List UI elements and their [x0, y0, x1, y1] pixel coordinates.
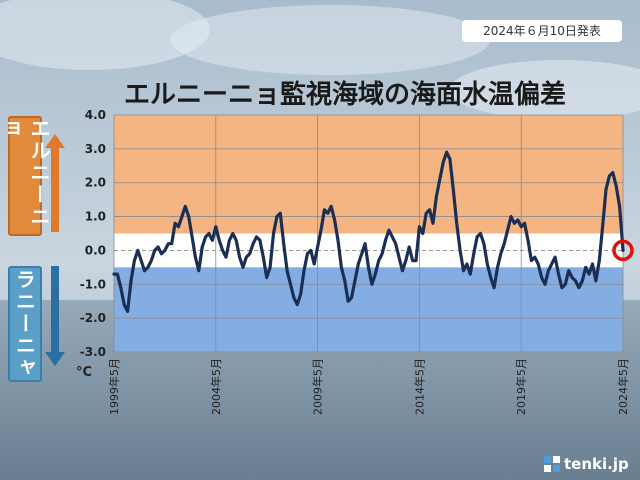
zone-arrows — [45, 134, 65, 366]
la-nina-zone — [114, 267, 623, 352]
el-nino-zone — [114, 115, 623, 234]
x-tick-label: 1999年5月 — [107, 358, 121, 415]
x-tick-label: 2024年5月 — [616, 358, 630, 415]
grid-lines — [113, 114, 624, 353]
tenki-logo[interactable]: tenki.jp — [544, 455, 629, 473]
sst-anomaly-line — [112, 150, 625, 313]
y-axis-unit: °C — [76, 365, 93, 380]
x-tick-label: 2004年5月 — [209, 358, 223, 415]
y-tick-label: 2.0 — [85, 176, 106, 190]
chart-title: エルニーニョ監視海域の海面水温偏差 — [124, 80, 567, 110]
latest-value-marker — [612, 239, 634, 262]
y-tick-label: 4.0 — [85, 108, 106, 122]
tenki-logo-text: tenki.jp — [564, 455, 629, 473]
el-nino-arrow — [45, 134, 65, 232]
tenki-logo-icon — [544, 456, 560, 472]
y-tick-label: -1.0 — [80, 277, 106, 291]
el-nino-label: エルニーニョ — [0, 116, 51, 236]
publish-date-badge: 2024年６月10日発表 — [462, 20, 622, 42]
y-tick-label: -3.0 — [80, 345, 106, 359]
y-tick-labels: 4.0 3.0 2.0 1.0 0.0 -1.0 -2.0 -3.0 — [80, 108, 106, 359]
y-tick-label: 1.0 — [85, 210, 106, 224]
x-tick-label: 2009年5月 — [311, 358, 325, 415]
x-tick-label: 2019年5月 — [514, 358, 528, 415]
y-tick-label: 0.0 — [85, 243, 106, 257]
x-tick-labels: 1999年5月 2004年5月 2009年5月 2014年5月 2019年5月 2024年… — [107, 358, 630, 415]
la-nina-arrow — [45, 266, 65, 366]
y-tick-label: -2.0 — [80, 311, 106, 325]
x-tick-label: 2014年5月 — [412, 358, 426, 415]
la-nina-label: ラニーニャ — [8, 266, 42, 382]
y-tick-label: 3.0 — [85, 142, 106, 156]
